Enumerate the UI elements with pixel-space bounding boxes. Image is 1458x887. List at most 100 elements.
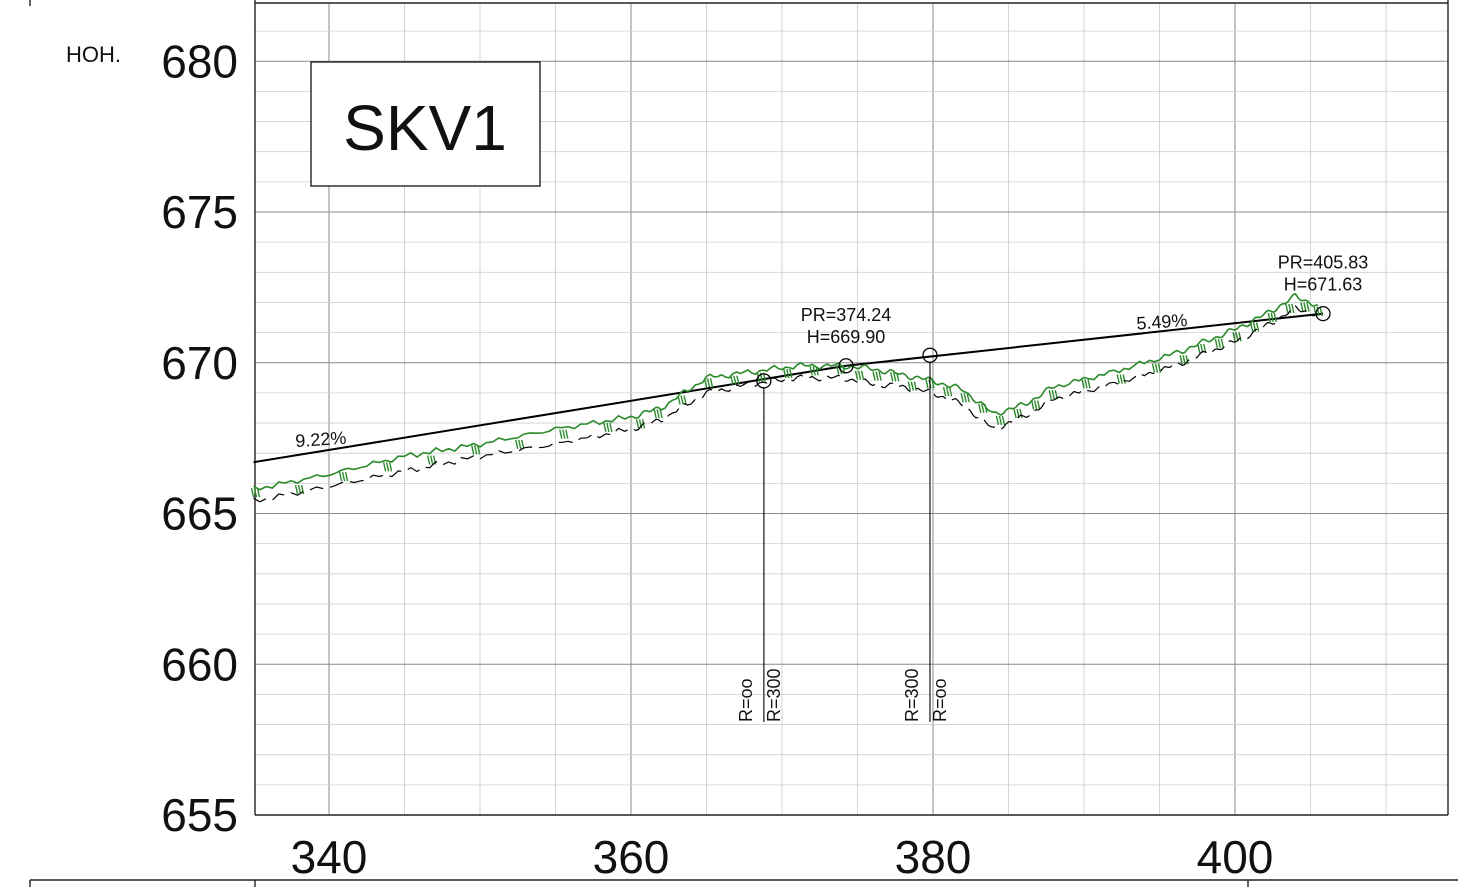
terrain-hatch	[559, 429, 563, 439]
y-tick-label: 680	[161, 35, 238, 87]
terrain-hatch	[1157, 363, 1162, 373]
terrain-hatch	[1051, 390, 1055, 400]
terrain-hatch	[960, 393, 964, 403]
markers-layer	[756, 305, 1331, 722]
terrain-hatch	[382, 462, 387, 472]
vertical-curve-label: R=300	[902, 668, 922, 722]
terrain-hatch	[1306, 302, 1310, 312]
terrain-hatch	[1285, 303, 1289, 314]
terrain-hatch	[913, 381, 918, 391]
design-grade-line	[253, 312, 1324, 464]
terrain-hatch	[978, 403, 982, 414]
terrain-hatch	[606, 422, 610, 433]
terrain-line	[253, 292, 1319, 491]
terrain-hatch	[1255, 322, 1260, 332]
terrain-hatch	[518, 439, 522, 450]
terrain-hatch	[1185, 355, 1189, 365]
vertical-curve-label: R=oo	[930, 678, 950, 722]
terrain-hatch	[963, 393, 967, 403]
terrain-hatch	[656, 409, 660, 419]
terrain-hatch	[471, 445, 475, 455]
terrain-hatch	[521, 439, 525, 450]
terrain-hatch	[835, 364, 840, 375]
terrain-hatch	[1033, 400, 1038, 410]
terrain-hatch	[477, 445, 481, 455]
terrain-hatch	[945, 386, 950, 397]
terrain-hatch	[1081, 379, 1085, 389]
terrain-hatch	[736, 375, 740, 385]
terrain-hatch	[875, 371, 879, 381]
terrain-hatch	[981, 403, 985, 414]
terrain-hatch	[297, 485, 302, 495]
drawing-title: SKV1	[343, 92, 507, 164]
existing-ground-line	[253, 305, 1319, 503]
vertical-curve-label: R=oo	[736, 678, 756, 722]
terrain-hatch	[854, 370, 859, 380]
terrain-hatch	[385, 462, 390, 472]
break-point-label: PR=374.24	[801, 305, 892, 325]
terrain-hatch	[1232, 332, 1236, 342]
terrain-hatch	[1267, 312, 1271, 323]
title-box: SKV1	[310, 61, 541, 187]
terrain-hatch	[730, 375, 734, 385]
terrain-hatch	[429, 455, 434, 465]
terrain-hatch	[857, 370, 862, 380]
terrain-hatch	[1048, 390, 1052, 400]
terrain-hatch	[1197, 343, 1201, 354]
terrain-hatch	[872, 371, 876, 381]
terrain-hatch	[709, 378, 714, 388]
grade-label: 5.49%	[1136, 310, 1188, 334]
terrain-hatch	[680, 395, 684, 405]
terrain-hatch	[338, 471, 343, 482]
ticks-layer: 680 675 670 665 660 655 340 360 380 400	[161, 35, 1273, 883]
labels-layer: R=oo R=300 R=300 R=oo PR=374.24H=669.90 PR=40…	[295, 253, 1369, 722]
terrain-hatch	[1179, 355, 1183, 365]
y-tick-label: 665	[161, 488, 238, 540]
terrain-hatch	[1019, 408, 1023, 419]
terrain-hatch	[890, 372, 894, 382]
terrain-hatch	[426, 455, 431, 465]
terrain-hatch	[683, 395, 687, 405]
terrain-hatch	[1151, 363, 1156, 373]
terrain-hatch	[1119, 374, 1123, 384]
terrain-hatch	[1300, 302, 1304, 312]
grid	[255, 3, 1448, 815]
terrain-hatch	[703, 378, 708, 388]
terrain-hatch	[931, 379, 935, 389]
terrain-hatch	[653, 409, 657, 419]
terrain-hatch	[1116, 374, 1120, 384]
y-tick-label: 655	[161, 789, 238, 841]
terrain-hatch	[344, 471, 349, 482]
terrain-hatch	[1238, 332, 1242, 342]
terrain-hatch	[815, 366, 819, 376]
terrain-hatch	[1273, 312, 1277, 323]
terrain-hatch	[659, 409, 663, 419]
terrain-hatch	[706, 378, 711, 388]
terrain-hatch	[1319, 306, 1323, 317]
terrain-hatch	[878, 371, 882, 381]
x-tick-label: 380	[895, 831, 972, 883]
x-tick-label: 400	[1197, 831, 1274, 883]
grade-label: 9.22%	[295, 428, 347, 452]
terrain-hatch	[893, 372, 897, 382]
terrain-hatch	[786, 368, 790, 379]
y-tick-label: 660	[161, 638, 238, 690]
terrain-hatch	[948, 386, 953, 397]
terrain-hatch	[1217, 338, 1222, 348]
terrain-hatch	[789, 368, 793, 379]
x-tick-label: 340	[291, 831, 368, 883]
terrain-hatch	[812, 366, 816, 376]
terrain-hatch	[942, 386, 947, 397]
terrain-hatch	[609, 422, 613, 433]
terrain-hatch	[910, 381, 915, 391]
terrain-hatch	[250, 487, 255, 498]
vertical-curve-label: R=300	[764, 668, 784, 722]
terrain-hatch	[1214, 338, 1219, 348]
x-tick-label: 360	[593, 831, 670, 883]
axis-prefix-label: HOH.	[66, 42, 121, 67]
terrain-hatch	[1182, 355, 1186, 365]
terrain-hatch	[388, 462, 393, 472]
terrain-hatch	[300, 485, 305, 495]
terrain-hatch	[1013, 408, 1017, 419]
